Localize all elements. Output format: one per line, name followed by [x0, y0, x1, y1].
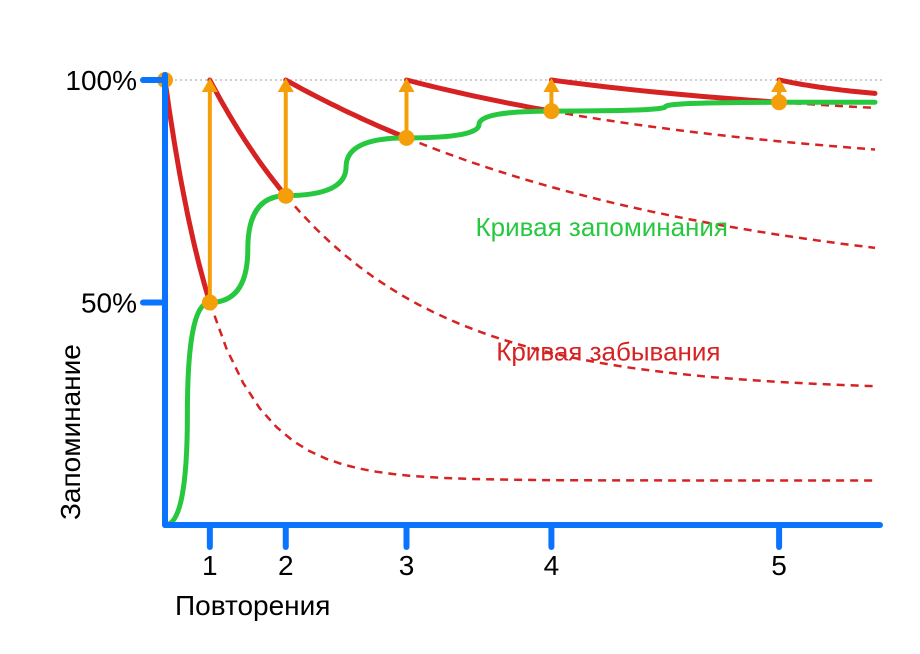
memorization-curve [165, 102, 875, 525]
legend-memorization: Кривая запоминания [476, 212, 729, 242]
dot-2 [278, 188, 294, 204]
x-tick-label-4: 4 [544, 550, 560, 581]
forgetting-solid-3 [286, 80, 407, 138]
forgetting-curve-chart: 50% 100% 1 2 3 4 5 Повторения Запоминание Кривая … [0, 0, 920, 654]
forgetting-solid-1 [165, 80, 210, 303]
y-tick-label-50: 50% [81, 288, 137, 319]
forgetting-dashed-4 [551, 111, 875, 149]
axes [143, 75, 880, 547]
forgetting-solid-6 [779, 80, 875, 93]
forgetting-solid-5 [551, 80, 779, 102]
forgetting-solid-2 [210, 80, 286, 196]
x-tick-label-2: 2 [278, 550, 294, 581]
repetition-markers [157, 72, 787, 311]
forgetting-solid-4 [407, 80, 552, 111]
y-axis-label: Запоминание [55, 344, 86, 520]
forgetting-curves [165, 80, 875, 481]
legend-forgetting: Кривая забывания [496, 336, 720, 366]
dot-5 [771, 94, 787, 110]
x-tick-label-3: 3 [399, 550, 415, 581]
dot-4 [543, 103, 559, 119]
dot-1 [202, 295, 218, 311]
forgetting-dashed-1 [210, 303, 875, 481]
dot-3 [399, 130, 415, 146]
y-tick-label-100: 100% [65, 65, 137, 96]
x-tick-label-1: 1 [202, 550, 218, 581]
x-axis-label: Повторения [175, 590, 330, 621]
x-tick-label-5: 5 [771, 550, 787, 581]
